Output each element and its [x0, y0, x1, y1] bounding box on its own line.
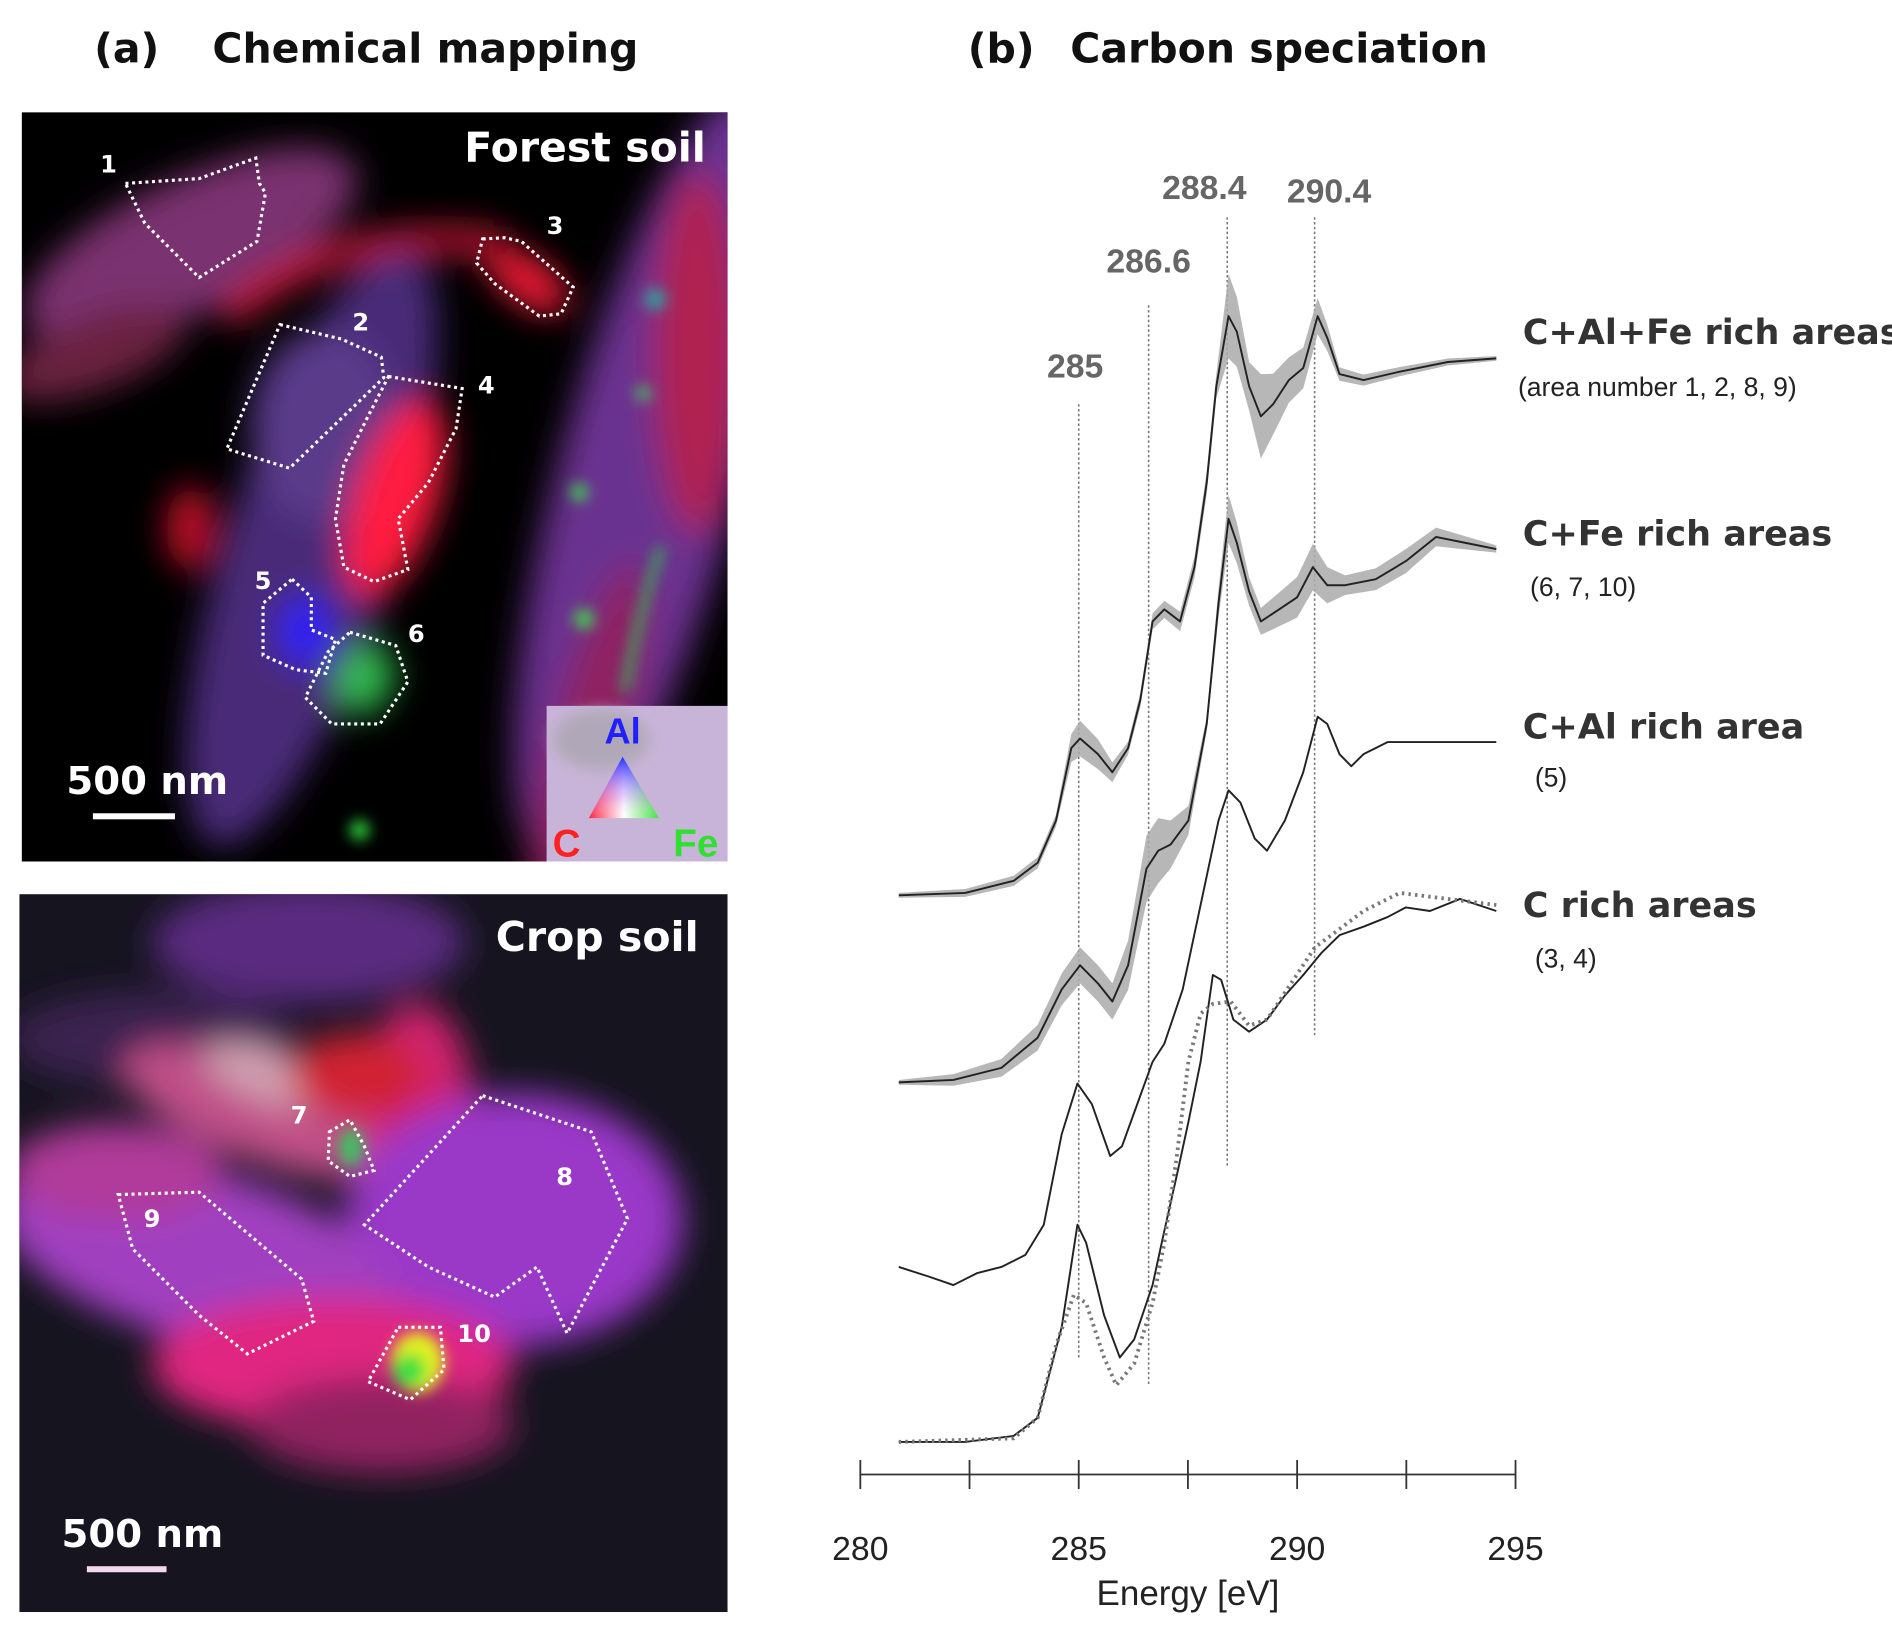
- peak-label: 288.4: [1162, 169, 1247, 207]
- x-tick-label: 280: [832, 1530, 888, 1568]
- area-label: 8: [556, 1163, 573, 1191]
- peak-label: 285: [1047, 348, 1103, 386]
- series-labels: C+Al+Fe rich areas (area number 1, 2, 8, …: [1518, 313, 1892, 974]
- roi-4: [333, 374, 464, 584]
- peak-label: 286.6: [1106, 243, 1191, 281]
- series-label: C+Fe rich areas: [1523, 514, 1832, 554]
- x-tick-label: 285: [1051, 1530, 1107, 1568]
- spectrum-line: [898, 715, 1497, 1287]
- series-label: C rich areas: [1523, 886, 1757, 926]
- area-label: 2: [352, 309, 369, 337]
- area-label: 3: [547, 212, 564, 240]
- forest-soil-map: Al C Fe 1 2 3 4 5 6 Forest soil 500 nm: [21, 112, 728, 866]
- x-axis: 280 285 290 295 Energy [eV]: [832, 1460, 1544, 1613]
- area-label: 5: [255, 567, 272, 595]
- series-sublabel: (area number 1, 2, 8, 9): [1518, 372, 1797, 402]
- series-sublabel: (5): [1535, 763, 1567, 793]
- roi-10: [365, 1325, 446, 1402]
- area-label: 6: [408, 620, 425, 648]
- crop-soil-label: Crop soil: [496, 913, 699, 961]
- area-label: 9: [144, 1205, 161, 1233]
- area-label: 4: [478, 371, 495, 399]
- x-tick-label: 290: [1269, 1530, 1325, 1568]
- crop-soil-map: 7 8 9 10 Crop soil 500 nm: [19, 894, 728, 1613]
- panel-a-letter: (a): [94, 25, 159, 73]
- roi-9: [116, 1190, 316, 1356]
- roi-5: [261, 577, 338, 676]
- spectrum-line: [898, 315, 1497, 897]
- xanes-chart: 285 286.6 288.4 290.4 280 285 290 295 Energy [e…: [832, 169, 1892, 1613]
- scale-bar: [86, 1566, 167, 1573]
- area-label: 7: [291, 1101, 308, 1129]
- series-label: C+Al rich area: [1523, 707, 1805, 747]
- rgb-legend: Al C Fe: [546, 705, 728, 866]
- legend-fe: Fe: [673, 823, 718, 866]
- area-label: 10: [457, 1320, 491, 1348]
- scale-bar: [92, 813, 175, 820]
- scale-bar-label: 500 nm: [66, 759, 228, 804]
- roi-3: [474, 236, 576, 318]
- roi-7: [326, 1117, 377, 1179]
- scale-bar-label: 500 nm: [62, 1512, 224, 1557]
- roi-6: [303, 630, 410, 726]
- forest-soil-label: Forest soil: [464, 124, 706, 172]
- spectrum-line: [898, 897, 1497, 1443]
- roi-8: [362, 1093, 630, 1337]
- roi-1: [123, 155, 268, 280]
- panel-b-title: Carbon speciation: [1070, 25, 1488, 73]
- series-sublabel: (6, 7, 10): [1530, 572, 1636, 602]
- spectrum-line: [898, 517, 1497, 1084]
- legend-c: C: [553, 823, 581, 866]
- uncertainty-band: [898, 273, 1497, 898]
- spectrum-line: [898, 890, 1497, 1444]
- series-sublabel: (3, 4): [1535, 944, 1597, 974]
- x-axis-title: Energy [eV]: [1097, 1574, 1280, 1613]
- uncertainty-band: [898, 494, 1497, 1086]
- panel-a-title: Chemical mapping: [212, 25, 638, 73]
- peak-markers: 285 286.6 288.4 290.4: [1047, 169, 1372, 1386]
- uncertainty-bands: [898, 273, 1497, 1086]
- roi-2: [224, 322, 386, 470]
- x-tick-label: 295: [1487, 1530, 1543, 1568]
- panel-b-letter: (b): [968, 25, 1035, 73]
- series-label: C+Al+Fe rich areas: [1523, 313, 1892, 353]
- spectra: [898, 315, 1497, 1444]
- peak-label: 290.4: [1287, 173, 1372, 211]
- legend-al: Al: [605, 710, 641, 751]
- area-label: 1: [100, 151, 117, 179]
